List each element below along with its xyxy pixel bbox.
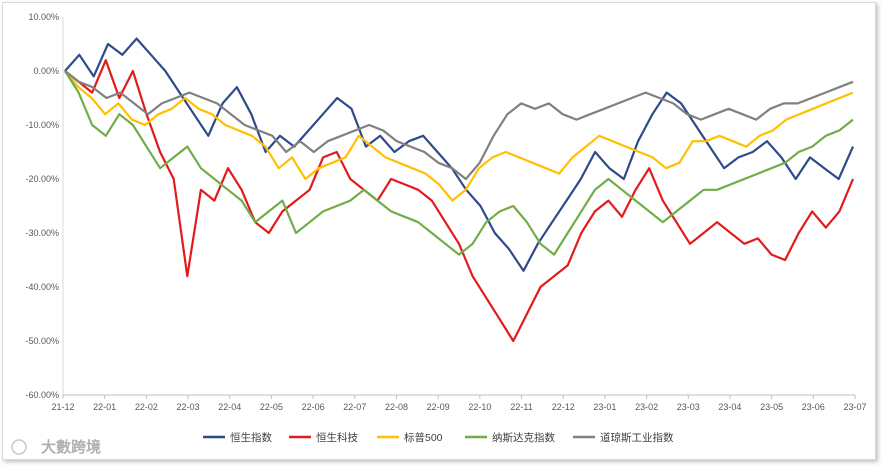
legend-label: 恒生指数 bbox=[230, 431, 272, 444]
legend-label: 恒生科技 bbox=[316, 431, 358, 444]
x-tick-label: 22-03 bbox=[177, 402, 200, 412]
y-tick-label: -20.00% bbox=[25, 174, 59, 184]
x-tick-label: 23-04 bbox=[718, 402, 741, 412]
series-layer bbox=[64, 37, 855, 343]
series-line bbox=[64, 37, 855, 272]
legend-label: 道琼斯工业指数 bbox=[600, 431, 674, 444]
series-line bbox=[64, 70, 854, 256]
legend: 恒生指数 恒生科技 标普500 纳斯达克指数 道琼斯工业指数 bbox=[203, 431, 674, 444]
y-tick-label: 10.00% bbox=[28, 12, 59, 22]
y-tick-label: -30.00% bbox=[25, 228, 59, 238]
legend-label: 标普500 bbox=[404, 431, 443, 444]
x-tick-label: 23-03 bbox=[677, 402, 700, 412]
axes: 10.00% 0.00% -10.00% -20.00% -30.00% -40.00% -… bbox=[25, 12, 866, 412]
x-tick-label: 23-05 bbox=[760, 402, 783, 412]
x-tick-label: 22-05 bbox=[260, 402, 283, 412]
x-tick-label: 23-02 bbox=[635, 402, 658, 412]
x-tick-label: 22-09 bbox=[427, 402, 450, 412]
x-tick-label: 22-01 bbox=[93, 402, 116, 412]
y-tick-label: -40.00% bbox=[25, 282, 59, 292]
watermark-text: 大數跨境 bbox=[41, 438, 101, 456]
x-tick-label: 22-07 bbox=[343, 402, 366, 412]
y-tick-label: 0.00% bbox=[33, 66, 59, 76]
series-line bbox=[64, 70, 854, 202]
series-line bbox=[64, 70, 854, 181]
x-tick-label: 23-07 bbox=[843, 402, 866, 412]
legend-label: 纳斯达克指数 bbox=[492, 431, 555, 444]
series-line bbox=[64, 59, 855, 343]
x-tick-label: 22-04 bbox=[218, 402, 241, 412]
y-tick-label: -50.00% bbox=[25, 336, 59, 346]
x-tick-label: 23-01 bbox=[593, 402, 616, 412]
x-tick-label: 22-08 bbox=[385, 402, 408, 412]
logo-circle-icon bbox=[11, 439, 27, 455]
x-tick-label: 22-02 bbox=[135, 402, 158, 412]
x-tick-label: 22-12 bbox=[552, 402, 575, 412]
x-tick-label: 22-06 bbox=[302, 402, 325, 412]
watermark: 大數跨境 bbox=[11, 438, 101, 456]
x-tick-label: 22-11 bbox=[510, 402, 532, 412]
x-tick-label: 22-10 bbox=[468, 402, 491, 412]
y-tick-label: -10.00% bbox=[25, 120, 59, 130]
x-tick-label: 21-12 bbox=[51, 402, 74, 412]
x-tick-label: 23-06 bbox=[802, 402, 825, 412]
chart-frame: 10.00% 0.00% -10.00% -20.00% -30.00% -40.00% -… bbox=[2, 2, 876, 460]
y-tick-label: -60.00% bbox=[25, 390, 59, 400]
chart-svg: 10.00% 0.00% -10.00% -20.00% -30.00% -40.00% -… bbox=[11, 12, 867, 456]
